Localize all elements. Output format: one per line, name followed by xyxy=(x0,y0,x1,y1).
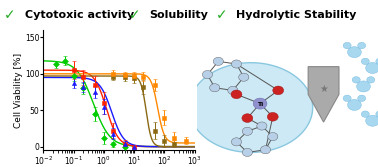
Ellipse shape xyxy=(358,95,366,102)
Ellipse shape xyxy=(376,111,378,117)
Ellipse shape xyxy=(376,58,378,65)
Text: ✓: ✓ xyxy=(215,8,227,22)
Ellipse shape xyxy=(239,73,249,81)
Polygon shape xyxy=(308,67,339,122)
Ellipse shape xyxy=(231,138,242,146)
Ellipse shape xyxy=(228,86,238,95)
Text: ✓: ✓ xyxy=(4,8,15,22)
Text: Cytotoxic activity: Cytotoxic activity xyxy=(25,10,134,20)
Ellipse shape xyxy=(231,60,242,68)
Ellipse shape xyxy=(268,132,278,141)
Ellipse shape xyxy=(213,57,223,65)
Ellipse shape xyxy=(267,112,278,121)
Ellipse shape xyxy=(366,62,378,73)
Ellipse shape xyxy=(366,115,378,126)
Ellipse shape xyxy=(242,127,253,135)
Ellipse shape xyxy=(242,114,253,122)
Ellipse shape xyxy=(202,70,212,79)
Ellipse shape xyxy=(231,90,242,99)
Polygon shape xyxy=(189,63,313,152)
Ellipse shape xyxy=(352,77,360,83)
Ellipse shape xyxy=(210,84,220,92)
Ellipse shape xyxy=(257,122,267,130)
Ellipse shape xyxy=(253,98,267,109)
Ellipse shape xyxy=(356,81,370,92)
Ellipse shape xyxy=(343,95,351,102)
Ellipse shape xyxy=(273,86,284,95)
Ellipse shape xyxy=(361,111,369,117)
Ellipse shape xyxy=(358,42,366,49)
Text: Ti: Ti xyxy=(257,102,263,107)
Ellipse shape xyxy=(347,99,361,110)
Text: ★: ★ xyxy=(319,84,328,94)
Ellipse shape xyxy=(260,146,271,154)
Ellipse shape xyxy=(347,47,361,58)
Y-axis label: Cell Viability [%]: Cell Viability [%] xyxy=(14,53,23,128)
Ellipse shape xyxy=(343,42,351,49)
Ellipse shape xyxy=(367,77,375,83)
Ellipse shape xyxy=(242,148,253,156)
Text: ✓: ✓ xyxy=(129,8,140,22)
Text: Solubility: Solubility xyxy=(149,10,208,20)
Text: Hydrolytic Stability: Hydrolytic Stability xyxy=(236,10,356,20)
Ellipse shape xyxy=(361,58,369,65)
